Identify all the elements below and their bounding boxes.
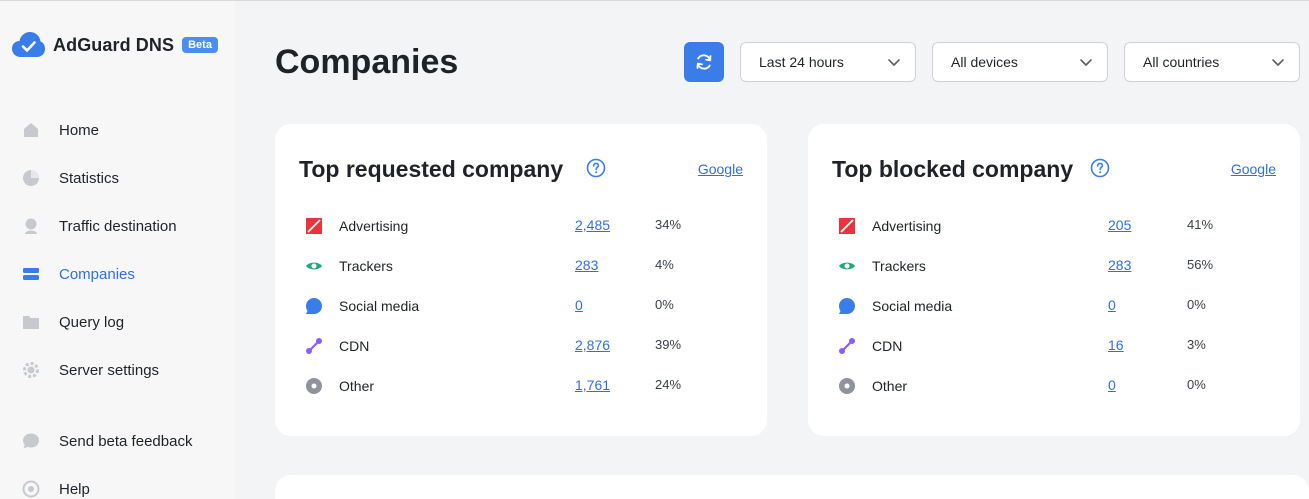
speech-bubble-icon <box>306 298 322 314</box>
folder-icon <box>22 313 40 331</box>
list-item: Other 1,761 24% <box>305 376 745 396</box>
count-link[interactable]: 0 <box>575 297 583 313</box>
sidebar-item-home[interactable]: Home <box>22 118 99 142</box>
companies-icon <box>22 265 40 283</box>
sidebar-item-query-log[interactable]: Query log <box>22 310 124 334</box>
cdn-icon <box>839 338 855 354</box>
cdn-icon <box>306 338 322 354</box>
home-icon <box>22 121 40 139</box>
sidebar-item-traffic-destination[interactable]: Traffic destination <box>22 214 177 238</box>
count-link[interactable]: 1,761 <box>575 377 611 393</box>
sidebar-item-server-settings[interactable]: Server settings <box>22 358 159 382</box>
count-link[interactable]: 283 <box>575 257 599 273</box>
pie-chart-icon <box>22 169 40 187</box>
next-card <box>275 475 1309 499</box>
list-item: Trackers 283 4% <box>305 256 745 276</box>
company-link[interactable]: Google <box>1230 161 1276 177</box>
help-circle-icon <box>22 480 40 498</box>
sidebar-item-statistics[interactable]: Statistics <box>22 166 119 190</box>
card-title: Top blocked company <box>832 156 1074 182</box>
sidebar-item-label: Statistics <box>59 169 120 187</box>
sidebar-item-companies[interactable]: Companies <box>22 262 135 286</box>
top-requested-company-card: Top requested company Google Advertising… <box>275 124 767 436</box>
app-name: AdGuard DNS <box>53 34 175 55</box>
sidebar-item-label: Query log <box>59 313 125 331</box>
page-title: Companies <box>275 43 459 81</box>
list-item: Trackers 283 56% <box>838 256 1278 276</box>
count-link[interactable]: 205 <box>1108 217 1132 233</box>
cloud-check-icon <box>12 32 45 57</box>
count-link[interactable]: 283 <box>1108 257 1132 273</box>
app-logo[interactable]: AdGuard DNS Beta <box>12 31 218 59</box>
sidebar-item-label: Send beta feedback <box>59 432 193 450</box>
devices-select[interactable]: All devices <box>932 42 1108 82</box>
other-icon <box>306 378 322 394</box>
chevron-down-icon <box>1080 59 1092 66</box>
sidebar-item-label: Companies <box>59 265 135 283</box>
sidebar-item-label: Home <box>59 121 100 139</box>
question-icon[interactable] <box>586 158 606 178</box>
location-pin-icon <box>22 217 40 235</box>
devices-value: All devices <box>951 54 1018 70</box>
time-range-value: Last 24 hours <box>759 54 844 70</box>
list-item: Social media 0 0% <box>838 296 1278 316</box>
chevron-down-icon <box>888 59 900 66</box>
sidebar-item-help[interactable]: Help <box>22 477 90 499</box>
sidebar-item-label: Help <box>59 480 90 498</box>
list-item: Advertising 205 41% <box>838 216 1278 236</box>
count-link[interactable]: 0 <box>1108 297 1116 313</box>
advertising-icon <box>839 218 855 234</box>
countries-select[interactable]: All countries <box>1124 42 1300 82</box>
refresh-icon <box>696 54 712 70</box>
count-link[interactable]: 0 <box>1108 377 1116 393</box>
sidebar-item-label: Traffic destination <box>59 217 177 235</box>
question-icon[interactable] <box>1090 158 1110 178</box>
advertising-icon <box>306 218 322 234</box>
main-content: Companies Last 24 hours All devices All … <box>235 1 1309 499</box>
top-blocked-company-card: Top blocked company Google Advertising 2… <box>808 124 1300 436</box>
other-icon <box>839 378 855 394</box>
list-item: Social media 0 0% <box>305 296 745 316</box>
list-item: CDN 16 3% <box>838 336 1278 356</box>
chat-bubble-icon <box>22 432 40 450</box>
speech-bubble-icon <box>839 298 855 314</box>
count-link[interactable]: 2,876 <box>575 337 611 353</box>
card-title: Top requested company <box>299 156 564 182</box>
list-item: CDN 2,876 39% <box>305 336 745 356</box>
count-link[interactable]: 16 <box>1108 337 1124 353</box>
time-range-select[interactable]: Last 24 hours <box>740 42 916 82</box>
company-link[interactable]: Google <box>697 161 743 177</box>
countries-value: All countries <box>1143 54 1220 70</box>
sidebar: AdGuard DNS Beta Home Statistics Traffic… <box>0 1 235 499</box>
sidebar-item-label: Server settings <box>59 361 160 379</box>
sidebar-item-send-beta-feedback[interactable]: Send beta feedback <box>22 429 192 453</box>
list-item: Advertising 2,485 34% <box>305 216 745 236</box>
refresh-button[interactable] <box>684 42 724 82</box>
list-item: Other 0 0% <box>838 376 1278 396</box>
top-divider <box>0 0 1309 1</box>
eye-icon <box>839 262 855 270</box>
beta-badge: Beta <box>182 37 218 53</box>
count-link[interactable]: 2,485 <box>575 217 611 233</box>
eye-icon <box>306 262 322 270</box>
gear-icon <box>22 361 40 379</box>
chevron-down-icon <box>1272 59 1284 66</box>
